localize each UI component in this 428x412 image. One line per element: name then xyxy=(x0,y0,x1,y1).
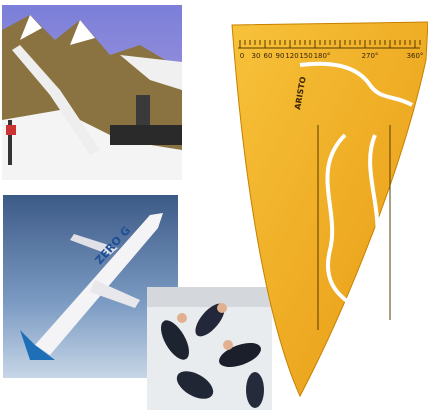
ski-jump-image xyxy=(2,5,182,180)
ruler-scale-label: 60 xyxy=(264,52,273,60)
crew-image xyxy=(147,287,272,410)
ruler-image: 0 30 60 90 120 150 180° 270° 360° ARISTO xyxy=(231,21,428,398)
ruler-scale-label: 0 xyxy=(240,52,244,60)
ruler-scale-label: 360° xyxy=(407,52,424,60)
ruler-scale-label: 270° xyxy=(362,52,379,60)
ruler-scale-label: 30 xyxy=(252,52,261,60)
ruler-scale-label: 150 xyxy=(299,52,312,60)
ruler-scale-label: 90 xyxy=(276,52,285,60)
ruler-scale-label: 180° xyxy=(314,52,331,60)
ruler-scale-label: 120 xyxy=(285,52,298,60)
